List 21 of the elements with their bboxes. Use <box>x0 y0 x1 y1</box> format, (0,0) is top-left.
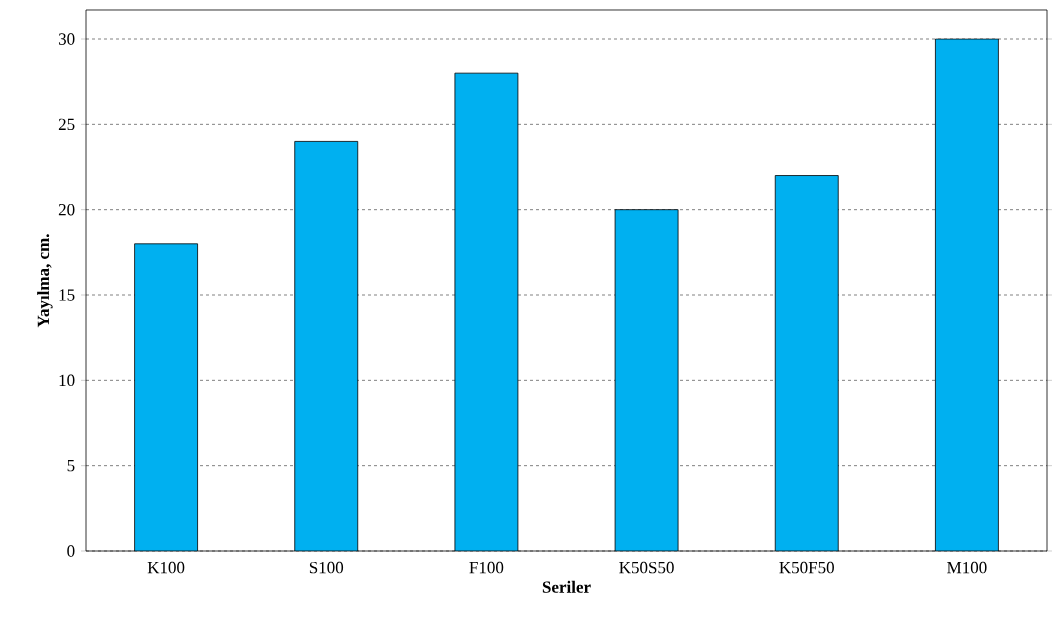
y-tick-label: 20 <box>58 203 75 216</box>
y-tick-label: 25 <box>58 118 75 131</box>
y-tick-label: 15 <box>59 289 75 301</box>
x-tick-label: M100 <box>947 561 987 574</box>
x-axis-title: Seriler <box>542 580 591 593</box>
y-tick-label: 10 <box>59 374 75 387</box>
x-tick-label: F100 <box>469 561 504 574</box>
x-tick-label: K50S50 <box>619 561 674 574</box>
y-tick-label: 30 <box>58 33 75 45</box>
x-tick-label: S100 <box>309 561 344 574</box>
bar <box>134 243 198 551</box>
bar <box>454 72 519 551</box>
bar <box>614 209 679 551</box>
y-axis-title: Yayılma, cm. <box>37 234 53 328</box>
x-tick-label: K100 <box>147 561 185 574</box>
bar <box>774 175 839 551</box>
y-tick-label: 5 <box>67 460 75 472</box>
bar <box>294 141 359 551</box>
y-tick-label: 0 <box>67 545 75 557</box>
bar <box>935 38 999 551</box>
x-tick-label: K50F50 <box>779 561 834 574</box>
